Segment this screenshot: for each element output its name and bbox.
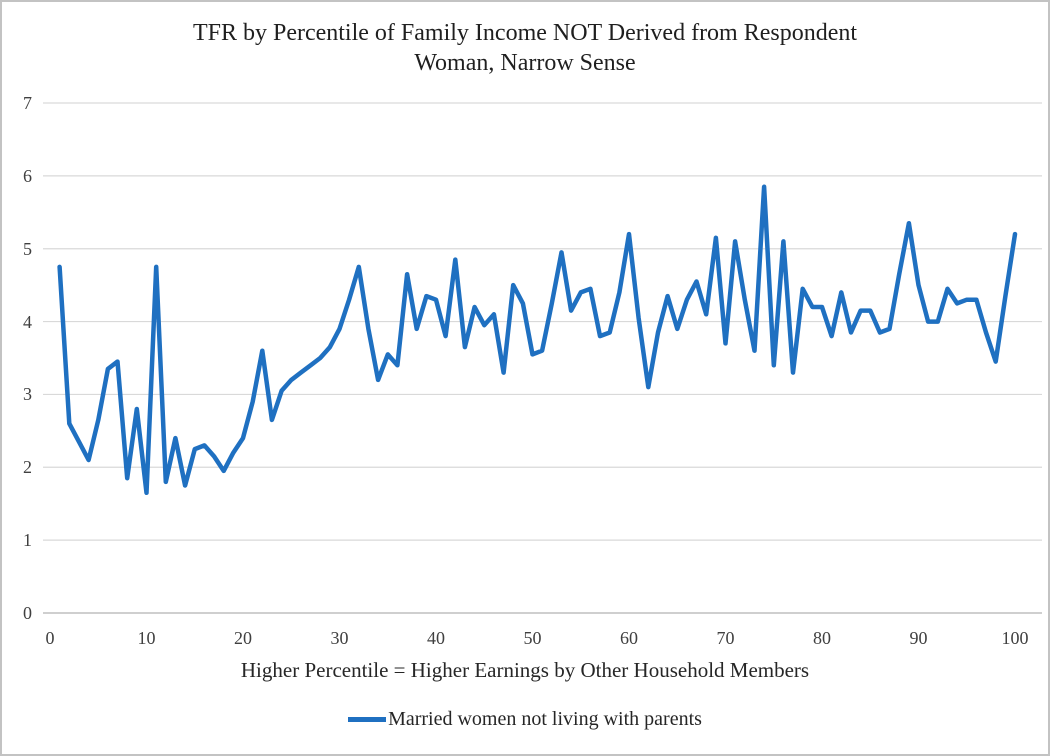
y-tick-label-6: 6 (23, 165, 32, 186)
y-tick-label-4: 4 (23, 311, 32, 332)
x-tick-label-30: 30 (330, 628, 349, 648)
chart-title: TFR by Percentile of Family Income NOT D… (2, 18, 1048, 78)
x-tick-label-20: 20 (234, 628, 252, 648)
x-tick-label-0: 0 (45, 628, 55, 648)
x-tick-label-40: 40 (427, 628, 445, 648)
legend: Married women not living with parents (2, 708, 1048, 731)
y-tick-label-1: 1 (23, 530, 32, 551)
x-tick-label-80: 80 (813, 628, 831, 648)
y-tick-label-5: 5 (23, 238, 32, 259)
x-tick-label-90: 90 (909, 628, 928, 648)
x-tick-label-50: 50 (523, 628, 542, 648)
y-tick-label-3: 3 (23, 384, 32, 405)
x-axis-title: Higher Percentile = Higher Earnings by O… (240, 658, 810, 682)
x-tick-label-70: 70 (716, 628, 735, 648)
x-tick-label-60: 60 (620, 628, 638, 648)
legend-line-swatch (348, 717, 387, 722)
x-tick-label-100: 100 (1001, 628, 1029, 648)
chart-title-line1: TFR by Percentile of Family Income NOT D… (192, 20, 858, 46)
y-tick-label-0: 0 (23, 603, 32, 623)
legend-label: Married women not living with parents (388, 708, 702, 730)
y-tick-label-7: 7 (23, 93, 32, 113)
data-line-series (57, 184, 1018, 496)
x-tick-label-10: 10 (137, 628, 156, 648)
y-tick-label-2: 2 (23, 457, 32, 478)
chart-title-line2: Woman, Narrow Sense (414, 50, 636, 76)
